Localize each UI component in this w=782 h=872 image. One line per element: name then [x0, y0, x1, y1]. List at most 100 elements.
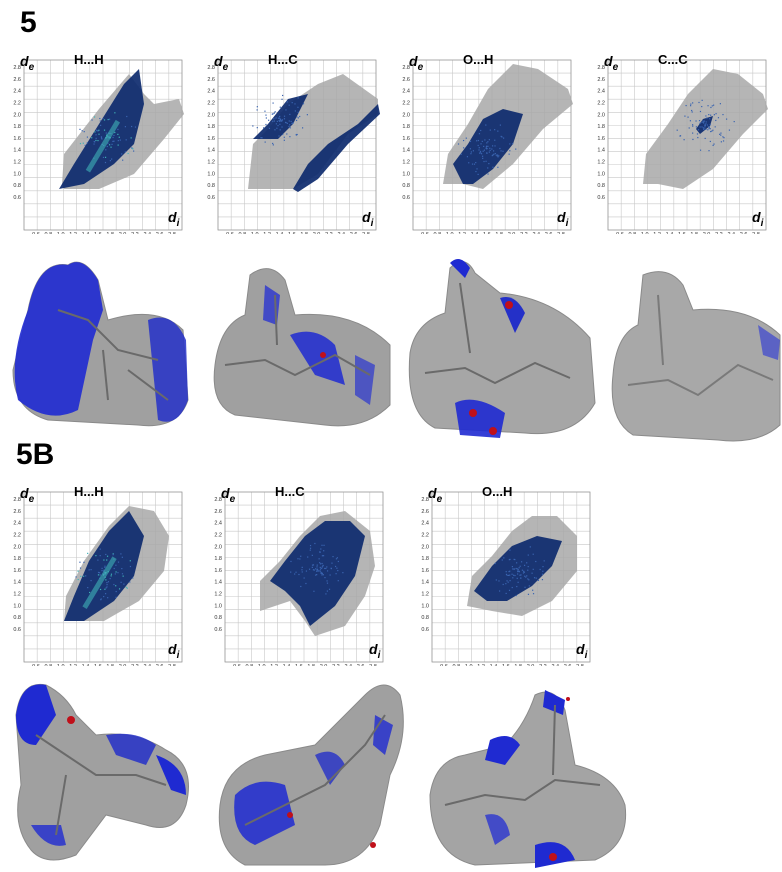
x-tick-label: 2.2 — [325, 232, 333, 234]
x-tick-label: 2.2 — [332, 664, 340, 666]
x-tick-label: 2.2 — [131, 664, 139, 666]
y-tick-label: 1.8 — [421, 556, 429, 562]
x-tick-label: 2.8 — [168, 232, 176, 234]
x-tick-label: 1.4 — [82, 232, 90, 234]
y-tick-label: 1.2 — [207, 160, 215, 166]
x-tick-label: 1.8 — [106, 664, 114, 666]
x-tick-label: 2.0 — [508, 232, 516, 234]
y-tick-label: 1.2 — [597, 160, 605, 166]
x-tick-label: 1.2 — [69, 664, 77, 666]
y-tick-label: 1.4 — [214, 580, 222, 586]
x-tick-label: 0.8 — [629, 232, 637, 234]
cyan-density-band — [85, 119, 121, 173]
x-axis-label: di — [369, 641, 381, 661]
section-label-5: 5 — [20, 6, 37, 39]
x-tick-label: 2.6 — [156, 232, 164, 234]
y-tick-label: 2.0 — [13, 112, 21, 118]
y-tick-label: 2.6 — [13, 77, 21, 83]
y-tick-label: 1.4 — [13, 148, 21, 154]
x-tick-label: 0.6 — [32, 664, 40, 666]
y-tick-label: 1.2 — [402, 160, 410, 166]
x-tick-label: 1.0 — [57, 232, 65, 234]
y-tick-label: 0.8 — [421, 615, 429, 621]
x-tick-label: 0.6 — [32, 232, 40, 234]
hirshfeld-surface-5b-oh — [425, 685, 630, 872]
y-tick-label: 2.8 — [214, 497, 222, 503]
x-tick-label: 1.0 — [465, 664, 473, 666]
hirshfeld-surface-5-cc — [608, 265, 782, 445]
x-tick-label: 0.6 — [616, 232, 624, 234]
x-tick-label: 1.6 — [94, 232, 102, 234]
x-tick-label: 2.4 — [551, 664, 559, 666]
y-tick-label: 0.8 — [13, 183, 21, 189]
y-tick-label: 1.4 — [402, 148, 410, 154]
x-tick-label: 0.8 — [45, 664, 53, 666]
y-tick-label: 2.2 — [207, 100, 215, 106]
y-tick-label: 1.8 — [214, 556, 222, 562]
x-tick-label: 2.6 — [564, 664, 572, 666]
x-tick-label: 0.6 — [233, 664, 241, 666]
x-tick-label: 0.6 — [421, 232, 429, 234]
y-tick-label: 2.2 — [597, 100, 605, 106]
y-tick-label: 1.0 — [597, 171, 605, 177]
x-tick-label: 2.0 — [313, 232, 321, 234]
y-tick-label: 2.4 — [13, 521, 21, 527]
y-tick-label: 1.2 — [13, 160, 21, 166]
y-tick-label: 2.8 — [421, 497, 429, 503]
x-axis-label: di — [576, 641, 588, 661]
x-tick-label: 1.8 — [300, 232, 308, 234]
x-axis-label: di — [168, 209, 180, 229]
x-tick-label: 1.2 — [458, 232, 466, 234]
fingerprint-plot-5-cc: 2.8 2.6 2.4 2.2 2.0 1.8 1.6 1.4 1.2 1.0 0.8 0.6 0.6 0… — [588, 44, 770, 234]
y-tick-label: 1.0 — [13, 603, 21, 609]
y-tick-label: 2.0 — [214, 544, 222, 550]
x-tick-label: 2.4 — [532, 232, 540, 234]
y-tick-label: 2.2 — [214, 532, 222, 538]
scatter-points — [252, 94, 308, 146]
plot-title: H...C — [275, 484, 305, 499]
grey-point-cloud — [248, 74, 378, 189]
plot-title: O...H — [482, 484, 512, 499]
x-axis-label: di — [362, 209, 374, 229]
x-tick-label: 2.4 — [143, 232, 151, 234]
x-tick-label: 1.2 — [69, 232, 77, 234]
y-tick-label: 2.0 — [207, 112, 215, 118]
x-tick-label: 2.8 — [557, 232, 565, 234]
x-tick-label: 1.8 — [514, 664, 522, 666]
x-tick-label: 1.0 — [251, 232, 259, 234]
x-tick-label: 1.8 — [307, 664, 315, 666]
x-tick-label: 1.4 — [490, 664, 498, 666]
y-axis-label: de — [20, 485, 35, 505]
y-tick-label: 2.2 — [13, 100, 21, 106]
x-tick-label: 0.8 — [239, 232, 247, 234]
y-tick-label: 1.6 — [421, 568, 429, 574]
highlighted-point-cloud — [64, 511, 144, 621]
x-tick-label: 0.6 — [226, 232, 234, 234]
y-tick-label: 2.0 — [421, 544, 429, 550]
x-tick-label: 2.2 — [539, 664, 547, 666]
y-tick-label: 0.6 — [13, 627, 21, 633]
x-tick-label: 2.2 — [131, 232, 139, 234]
hirshfeld-surface-5-hh — [8, 250, 193, 430]
x-tick-label: 0.8 — [246, 664, 254, 666]
y-tick-label: 2.4 — [207, 89, 215, 95]
y-tick-label: 0.6 — [13, 195, 21, 201]
y-axis-label: de — [221, 485, 236, 505]
scatter-points — [457, 124, 517, 176]
scatter-points — [676, 99, 735, 152]
x-tick-label: 1.4 — [283, 664, 291, 666]
y-tick-label: 0.8 — [402, 183, 410, 189]
plot-title: O...H — [463, 52, 493, 67]
y-axis-label: de — [428, 485, 443, 505]
section-label-5b: 5B — [16, 438, 55, 471]
y-tick-label: 1.4 — [597, 148, 605, 154]
x-tick-label: 2.8 — [369, 664, 377, 666]
y-tick-label: 2.8 — [402, 65, 410, 71]
y-tick-label: 2.6 — [597, 77, 605, 83]
y-tick-label: 0.8 — [13, 615, 21, 621]
y-tick-label: 0.6 — [214, 627, 222, 633]
y-tick-label: 2.8 — [207, 65, 215, 71]
fingerprint-plot-5-oh: 2.8 2.6 2.4 2.2 2.0 1.8 1.6 1.4 1.2 1.0 0.8 0.6 0.6 0… — [393, 44, 575, 234]
y-tick-label: 1.4 — [13, 580, 21, 586]
y-tick-label: 1.6 — [207, 136, 215, 142]
